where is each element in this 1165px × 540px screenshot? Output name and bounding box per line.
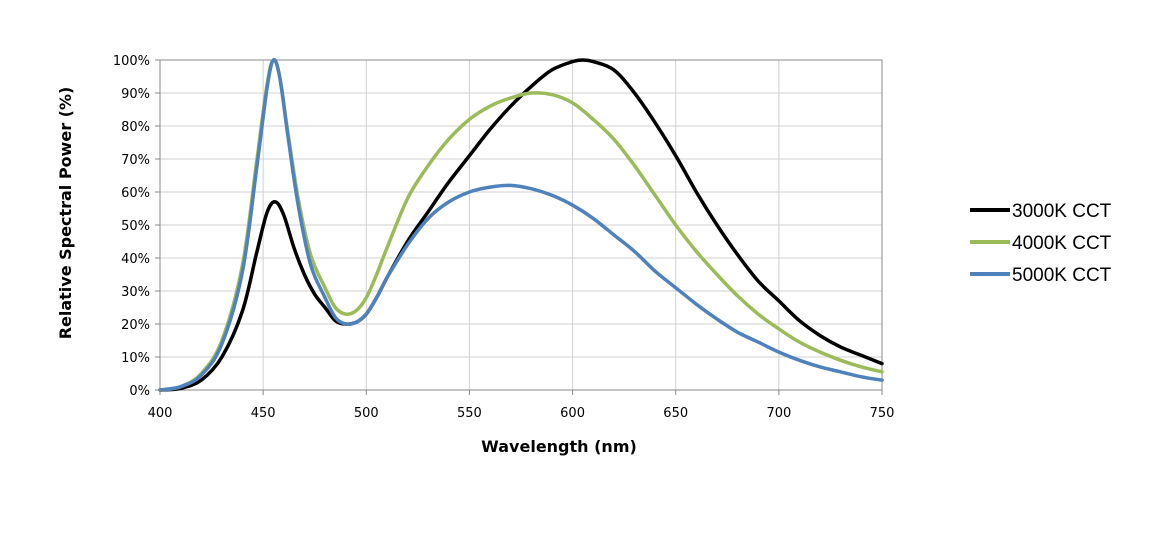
plot-area [158, 57, 884, 392]
legend-label-5000k-cct: 5000K CCT [1012, 265, 1112, 286]
series-line-5000k-cct [158, 57, 884, 392]
legend-label-3000k-cct: 3000K CCT [1012, 201, 1112, 222]
y-tick-label: 70% [121, 153, 150, 168]
y-tick-label: 20% [121, 318, 150, 333]
x-tick-label: 400 [148, 406, 173, 421]
x-tick-label: 700 [766, 406, 791, 421]
y-tick-label: 60% [121, 186, 150, 201]
y-axis-ticks: 0% 10% 20% 30% 40% 50% 60% 70% 80% 90% 100% [113, 54, 160, 399]
x-axis-ticks: 400 450 500 550 600 650 700 750 [148, 390, 895, 421]
x-axis-title: Wavelength (nm) [481, 437, 637, 456]
y-tick-label: 10% [121, 351, 150, 366]
series-line-3000k-cct [158, 58, 884, 392]
y-axis-title: Relative Spectral Power (%) [56, 87, 75, 340]
y-tick-label: 30% [121, 285, 150, 300]
legend: 3000K CCT 4000K CCT 5000K CCT [970, 201, 1112, 286]
x-tick-label: 750 [870, 406, 895, 421]
x-tick-label: 650 [663, 406, 688, 421]
series-lines [158, 57, 884, 392]
x-tick-label: 500 [354, 406, 379, 421]
y-tick-label: 80% [121, 120, 150, 135]
y-tick-label: 100% [113, 54, 150, 69]
y-tick-label: 0% [129, 384, 150, 399]
x-tick-label: 450 [251, 406, 276, 421]
x-tick-label: 550 [457, 406, 482, 421]
legend-label-4000k-cct: 4000K CCT [1012, 233, 1112, 254]
y-tick-label: 50% [121, 219, 150, 234]
gridlines [160, 60, 882, 390]
x-tick-label: 600 [560, 406, 585, 421]
y-tick-label: 40% [121, 252, 150, 267]
y-tick-label: 90% [121, 87, 150, 102]
